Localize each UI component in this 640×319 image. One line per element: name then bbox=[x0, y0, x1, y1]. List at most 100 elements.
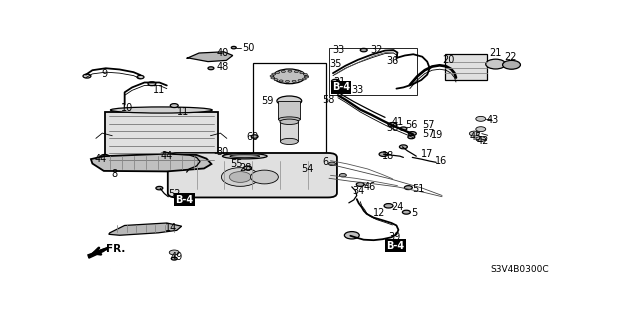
Circle shape bbox=[170, 104, 178, 108]
Text: 46: 46 bbox=[364, 182, 376, 192]
Circle shape bbox=[270, 75, 274, 77]
Circle shape bbox=[229, 172, 251, 182]
Circle shape bbox=[476, 116, 486, 121]
Polygon shape bbox=[187, 52, 233, 62]
Circle shape bbox=[400, 127, 407, 130]
Text: 31: 31 bbox=[333, 77, 345, 87]
Ellipse shape bbox=[278, 117, 300, 122]
Bar bbox=[253, 63, 326, 162]
Circle shape bbox=[384, 204, 393, 208]
Circle shape bbox=[100, 154, 109, 159]
Circle shape bbox=[251, 135, 258, 138]
Circle shape bbox=[274, 79, 278, 81]
Bar bbox=[280, 122, 298, 141]
Text: 30: 30 bbox=[216, 147, 228, 158]
Text: B-4: B-4 bbox=[175, 195, 193, 205]
Circle shape bbox=[221, 168, 259, 186]
Text: 20: 20 bbox=[442, 55, 454, 65]
Text: 52: 52 bbox=[168, 189, 180, 199]
Circle shape bbox=[339, 174, 346, 177]
Text: 50: 50 bbox=[242, 43, 254, 53]
Text: 39: 39 bbox=[388, 232, 400, 242]
Ellipse shape bbox=[111, 107, 212, 113]
Text: 12: 12 bbox=[372, 208, 385, 218]
Polygon shape bbox=[109, 223, 182, 235]
Circle shape bbox=[476, 127, 486, 132]
Circle shape bbox=[271, 77, 275, 79]
Text: 32: 32 bbox=[371, 45, 383, 55]
Circle shape bbox=[148, 82, 156, 86]
Circle shape bbox=[83, 74, 91, 78]
Bar bbox=[329, 48, 417, 95]
Circle shape bbox=[328, 162, 335, 166]
Circle shape bbox=[244, 166, 252, 170]
Text: 18: 18 bbox=[381, 151, 394, 161]
Text: 17: 17 bbox=[421, 149, 434, 159]
Text: 8: 8 bbox=[111, 169, 117, 179]
Ellipse shape bbox=[277, 96, 301, 106]
Text: 19: 19 bbox=[431, 130, 444, 140]
Circle shape bbox=[305, 75, 308, 77]
Text: 11: 11 bbox=[177, 107, 189, 117]
Text: 60: 60 bbox=[246, 132, 259, 142]
Ellipse shape bbox=[280, 138, 298, 145]
Circle shape bbox=[476, 137, 486, 141]
Text: B-4: B-4 bbox=[332, 82, 350, 93]
Polygon shape bbox=[91, 154, 211, 171]
Circle shape bbox=[332, 79, 339, 83]
Circle shape bbox=[288, 70, 292, 72]
Circle shape bbox=[356, 182, 364, 186]
Circle shape bbox=[360, 48, 367, 52]
Ellipse shape bbox=[273, 69, 305, 84]
Circle shape bbox=[276, 71, 280, 73]
Ellipse shape bbox=[230, 155, 260, 158]
Circle shape bbox=[156, 186, 163, 190]
Circle shape bbox=[137, 75, 144, 79]
Text: 24: 24 bbox=[392, 202, 404, 212]
Circle shape bbox=[344, 232, 359, 239]
Circle shape bbox=[408, 132, 416, 136]
Circle shape bbox=[298, 79, 302, 81]
Text: 49: 49 bbox=[170, 252, 182, 262]
Text: 35: 35 bbox=[330, 59, 342, 69]
Text: 5: 5 bbox=[412, 208, 417, 218]
Circle shape bbox=[279, 80, 283, 82]
Circle shape bbox=[169, 250, 179, 255]
Circle shape bbox=[292, 80, 296, 82]
Text: 10: 10 bbox=[121, 102, 133, 113]
Text: 43: 43 bbox=[486, 115, 499, 125]
Text: 58: 58 bbox=[322, 95, 335, 105]
Text: 48: 48 bbox=[217, 62, 229, 72]
Circle shape bbox=[388, 122, 397, 127]
Text: 28: 28 bbox=[240, 163, 252, 173]
Circle shape bbox=[399, 145, 408, 149]
Circle shape bbox=[469, 131, 479, 136]
Bar bbox=[278, 101, 300, 119]
Text: 40: 40 bbox=[216, 48, 228, 57]
Circle shape bbox=[303, 73, 307, 75]
Text: 11: 11 bbox=[154, 85, 166, 95]
Circle shape bbox=[159, 153, 167, 157]
Circle shape bbox=[408, 135, 415, 139]
Polygon shape bbox=[88, 248, 108, 258]
Polygon shape bbox=[109, 234, 182, 270]
Circle shape bbox=[403, 210, 410, 214]
Text: 41: 41 bbox=[392, 117, 404, 127]
Text: 45: 45 bbox=[469, 131, 482, 142]
Text: 57: 57 bbox=[422, 121, 435, 130]
Circle shape bbox=[305, 76, 308, 78]
Text: 54: 54 bbox=[301, 165, 313, 174]
Bar bbox=[105, 112, 218, 165]
Circle shape bbox=[294, 70, 298, 73]
Text: 34: 34 bbox=[353, 186, 365, 196]
Text: 55: 55 bbox=[230, 159, 243, 168]
FancyBboxPatch shape bbox=[168, 153, 337, 197]
Circle shape bbox=[404, 186, 412, 189]
Circle shape bbox=[251, 170, 278, 184]
Text: 33: 33 bbox=[332, 45, 344, 55]
Text: 9: 9 bbox=[101, 69, 108, 79]
Circle shape bbox=[502, 60, 520, 69]
Text: 59: 59 bbox=[262, 96, 274, 106]
Circle shape bbox=[282, 70, 285, 72]
Text: FR.: FR. bbox=[106, 244, 125, 254]
